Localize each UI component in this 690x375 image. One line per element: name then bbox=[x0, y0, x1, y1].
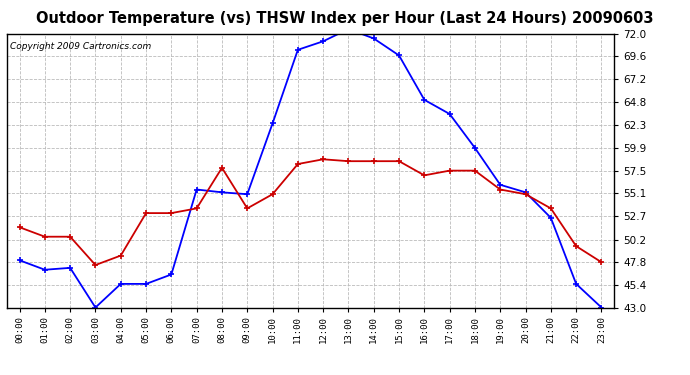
Text: Copyright 2009 Cartronics.com: Copyright 2009 Cartronics.com bbox=[10, 42, 151, 51]
Text: Outdoor Temperature (vs) THSW Index per Hour (Last 24 Hours) 20090603: Outdoor Temperature (vs) THSW Index per … bbox=[37, 11, 653, 26]
